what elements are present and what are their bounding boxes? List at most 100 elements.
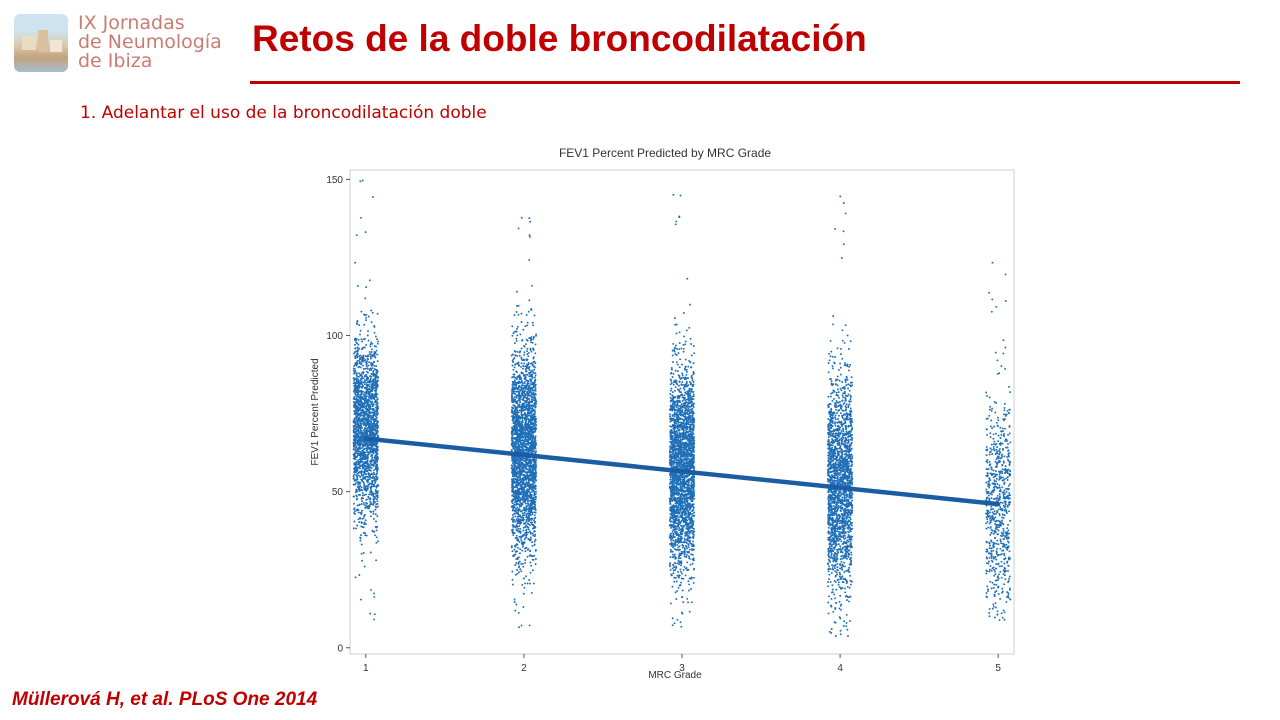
point-grade-2 xyxy=(514,501,517,504)
point-grade-1 xyxy=(365,395,368,398)
point-grade-2 xyxy=(521,469,524,472)
point-grade-1 xyxy=(376,429,379,432)
point-grade-1 xyxy=(359,598,362,601)
point-grade-1 xyxy=(367,423,370,426)
point-grade-2 xyxy=(511,494,514,497)
point-grade-2 xyxy=(527,518,530,521)
point-grade-2 xyxy=(527,526,530,529)
point-grade-2 xyxy=(519,527,522,530)
y-tick-label-1: 50 xyxy=(332,487,344,498)
point-grade-1 xyxy=(376,492,379,495)
point-grade-1 xyxy=(373,394,376,397)
point-grade-2 xyxy=(523,514,526,517)
point-grade-2 xyxy=(532,324,535,327)
point-grade-2 xyxy=(512,534,515,537)
point-grade-1 xyxy=(361,497,363,499)
point-grade-1 xyxy=(359,401,362,403)
point-grade-2 xyxy=(516,543,519,546)
point-grade-3 xyxy=(671,354,674,357)
point-grade-1 xyxy=(376,360,379,363)
point-grade-1 xyxy=(365,383,368,386)
point-grade-1 xyxy=(374,500,377,503)
point-grade-1 xyxy=(356,436,359,439)
point-grade-1 xyxy=(373,530,376,533)
point-grade-2 xyxy=(514,473,516,476)
point-grade-1 xyxy=(362,368,365,370)
point-grade-2 xyxy=(528,499,531,502)
point-grade-2 xyxy=(527,510,530,513)
point-grade-1 xyxy=(365,427,368,430)
point-grade-2 xyxy=(530,523,533,526)
point-grade-1 xyxy=(354,468,357,471)
point-grade-1 xyxy=(360,552,363,555)
point-grade-1 xyxy=(353,502,355,505)
point-grade-1 xyxy=(359,329,362,332)
point-grade-3 xyxy=(687,546,690,549)
point-grade-1 xyxy=(377,505,379,508)
point-grade-1 xyxy=(358,426,361,429)
point-grade-3 xyxy=(683,394,686,397)
point-grade-2 xyxy=(511,387,514,390)
point-grade-1 xyxy=(359,379,362,382)
point-grade-1 xyxy=(357,471,360,474)
point-grade-2 xyxy=(527,355,530,358)
point-grade-2 xyxy=(531,489,534,491)
point-grade-2 xyxy=(515,429,518,432)
point-grade-1 xyxy=(355,341,358,344)
point-grade-2 xyxy=(533,366,536,369)
point-grade-1 xyxy=(363,503,366,506)
point-grade-1 xyxy=(358,503,361,506)
point-grade-1 xyxy=(367,330,369,333)
point-grade-2 xyxy=(516,515,519,518)
point-grade-2 xyxy=(516,569,519,571)
point-grade-2 xyxy=(515,528,518,531)
point-grade-2 xyxy=(532,507,535,510)
point-grade-2 xyxy=(514,564,517,567)
point-grade-1 xyxy=(360,442,363,445)
point-grade-1 xyxy=(376,515,379,518)
point-grade-2 xyxy=(521,339,524,342)
point-grade-2 xyxy=(514,520,517,523)
point-grade-2 xyxy=(521,391,524,394)
x-tick-label-3: 4 xyxy=(837,663,843,674)
point-grade-2 xyxy=(534,451,537,454)
point-grade-1 xyxy=(360,511,363,514)
point-grade-2 xyxy=(527,462,530,465)
point-grade-1 xyxy=(367,383,370,386)
point-grade-1 xyxy=(356,468,359,471)
point-grade-2 xyxy=(534,462,537,465)
point-grade-2 xyxy=(514,398,517,401)
point-grade-2 xyxy=(514,350,517,353)
point-grade-2 xyxy=(532,471,535,473)
point-grade-1 xyxy=(361,432,364,435)
point-grade-1 xyxy=(371,311,374,314)
point-grade-1 xyxy=(361,384,364,387)
point-grade-1 xyxy=(374,460,377,463)
point-grade-3 xyxy=(693,511,696,514)
point-grade-1 xyxy=(374,480,377,483)
point-grade-2 xyxy=(514,609,517,612)
point-grade-1 xyxy=(356,476,359,479)
point-grade-1 xyxy=(374,382,377,385)
point-grade-1 xyxy=(363,472,366,475)
point-grade-2 xyxy=(523,449,526,452)
point-grade-2 xyxy=(528,258,531,261)
point-grade-1 xyxy=(364,391,366,394)
point-grade-1 xyxy=(352,382,355,385)
point-grade-1 xyxy=(367,358,369,361)
point-grade-2 xyxy=(524,547,526,550)
point-grade-1 xyxy=(373,413,375,416)
point-grade-1 xyxy=(359,333,361,336)
point-grade-2 xyxy=(533,511,536,514)
point-grade-1 xyxy=(375,536,378,539)
point-grade-2 xyxy=(528,490,530,493)
point-grade-1 xyxy=(369,430,372,432)
point-grade-2 xyxy=(511,456,513,459)
point-grade-2 xyxy=(517,386,520,388)
point-grade-1 xyxy=(357,459,359,462)
point-grade-2 xyxy=(515,459,518,462)
point-grade-2 xyxy=(513,387,516,390)
point-grade-1 xyxy=(353,473,356,476)
point-grade-1 xyxy=(370,385,373,388)
point-grade-2 xyxy=(529,530,531,533)
